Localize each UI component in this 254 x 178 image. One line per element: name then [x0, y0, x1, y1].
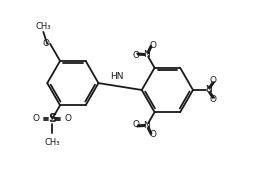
- Text: CH₃: CH₃: [36, 22, 51, 31]
- Text: O: O: [32, 114, 39, 123]
- Text: O: O: [65, 114, 72, 123]
- Text: O: O: [132, 120, 139, 129]
- Text: O: O: [42, 39, 49, 48]
- Text: CH₃: CH₃: [44, 138, 60, 147]
- Text: S: S: [48, 112, 56, 125]
- Text: HN: HN: [110, 72, 123, 81]
- Text: O: O: [149, 41, 156, 50]
- Text: O: O: [149, 130, 156, 139]
- Text: O: O: [208, 95, 215, 104]
- Text: O: O: [132, 51, 139, 60]
- Text: N: N: [143, 50, 150, 59]
- Text: N: N: [143, 121, 150, 130]
- Text: O: O: [208, 76, 215, 85]
- Text: N: N: [204, 85, 211, 95]
